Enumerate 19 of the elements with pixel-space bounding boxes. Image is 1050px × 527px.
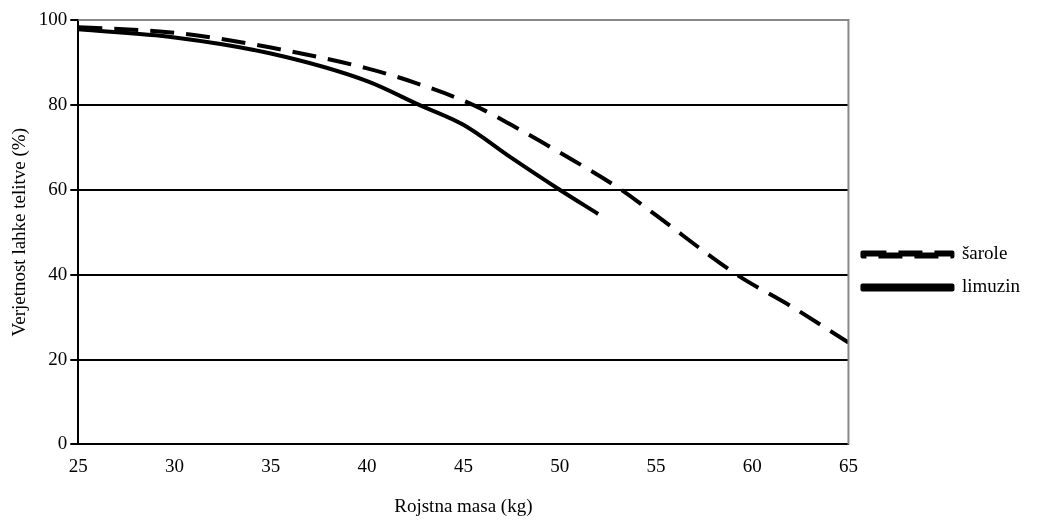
y-tick-label: 100 [38,7,68,29]
x-tick-label: 60 [742,454,762,476]
x-tick-label: 30 [165,454,185,476]
legend-label: šarole [961,242,1008,264]
legend-label: limuzin [961,275,1021,297]
x-tick-label: 35 [261,454,281,476]
x-tick-label: 50 [550,454,570,476]
x-tick-label: 25 [68,454,88,476]
y-tick-label: 0 [57,432,68,454]
x-tick-label: 40 [357,454,377,476]
y-tick-label: 20 [48,347,68,369]
y-tick-label: 80 [48,92,68,114]
x-tick-label: 55 [646,454,666,476]
x-axis-title: Rojstna masa (kg) [394,494,533,517]
x-tick-label: 65 [838,454,858,476]
y-tick-label: 40 [48,262,68,284]
y-axis-title: Verjetnost lahke telitve (%) [8,128,31,337]
y-tick-label: 60 [48,177,68,199]
x-tick-label: 45 [453,454,473,476]
